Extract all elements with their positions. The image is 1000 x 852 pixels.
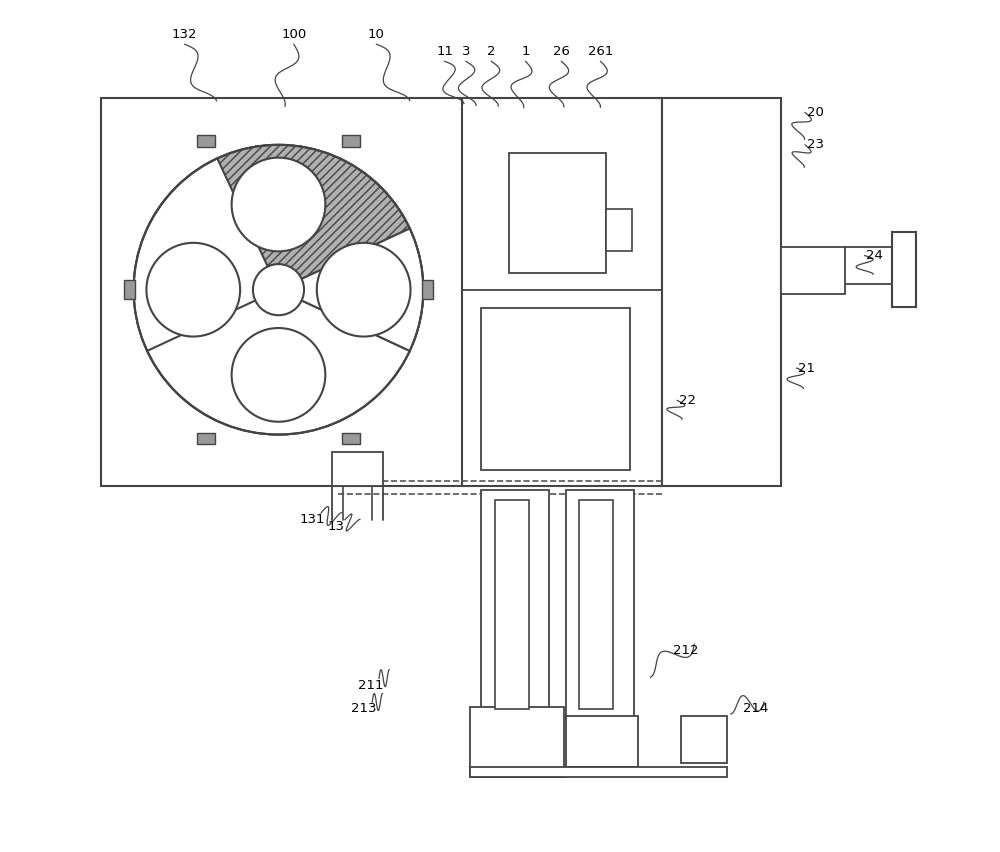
- Circle shape: [253, 264, 304, 315]
- Text: 131: 131: [300, 513, 325, 527]
- Text: 132: 132: [172, 27, 198, 41]
- Circle shape: [317, 243, 411, 337]
- Text: 214: 214: [743, 702, 768, 716]
- Circle shape: [232, 328, 325, 422]
- Bar: [566, 716, 638, 767]
- Bar: [662, 98, 781, 486]
- Text: 213: 213: [351, 702, 376, 716]
- Text: 20: 20: [807, 106, 824, 119]
- Text: 11: 11: [436, 44, 453, 58]
- Circle shape: [134, 145, 423, 435]
- Bar: [124, 280, 135, 299]
- Bar: [197, 135, 215, 147]
- Text: 23: 23: [807, 138, 824, 152]
- Bar: [342, 135, 360, 147]
- Polygon shape: [147, 290, 410, 435]
- Text: 10: 10: [368, 27, 385, 41]
- Bar: [481, 308, 630, 470]
- Circle shape: [232, 158, 325, 251]
- Text: 13: 13: [328, 520, 345, 533]
- Bar: [681, 716, 727, 763]
- Bar: [101, 98, 463, 486]
- Bar: [579, 500, 613, 709]
- Text: 3: 3: [462, 44, 470, 58]
- Text: 26: 26: [553, 44, 570, 58]
- Polygon shape: [147, 145, 410, 290]
- Text: 2: 2: [487, 44, 496, 58]
- Bar: [422, 280, 433, 299]
- Bar: [495, 500, 529, 709]
- Bar: [462, 98, 662, 486]
- Bar: [566, 490, 634, 720]
- Text: 22: 22: [679, 394, 696, 407]
- Bar: [509, 153, 606, 273]
- Text: 261: 261: [588, 44, 613, 58]
- Text: 24: 24: [866, 249, 883, 262]
- Bar: [197, 433, 215, 444]
- Text: 211: 211: [358, 678, 383, 692]
- Bar: [470, 707, 564, 777]
- Bar: [606, 209, 632, 251]
- Bar: [470, 767, 727, 777]
- Bar: [481, 716, 554, 767]
- Text: 100: 100: [281, 27, 306, 41]
- Text: 212: 212: [673, 644, 698, 658]
- Bar: [781, 247, 845, 294]
- Circle shape: [146, 243, 240, 337]
- Polygon shape: [278, 228, 423, 351]
- Bar: [342, 433, 360, 444]
- Bar: [892, 232, 916, 307]
- Text: 21: 21: [798, 361, 815, 375]
- Polygon shape: [134, 158, 278, 421]
- Bar: [332, 452, 383, 486]
- Text: 1: 1: [521, 44, 530, 58]
- Bar: [481, 490, 549, 720]
